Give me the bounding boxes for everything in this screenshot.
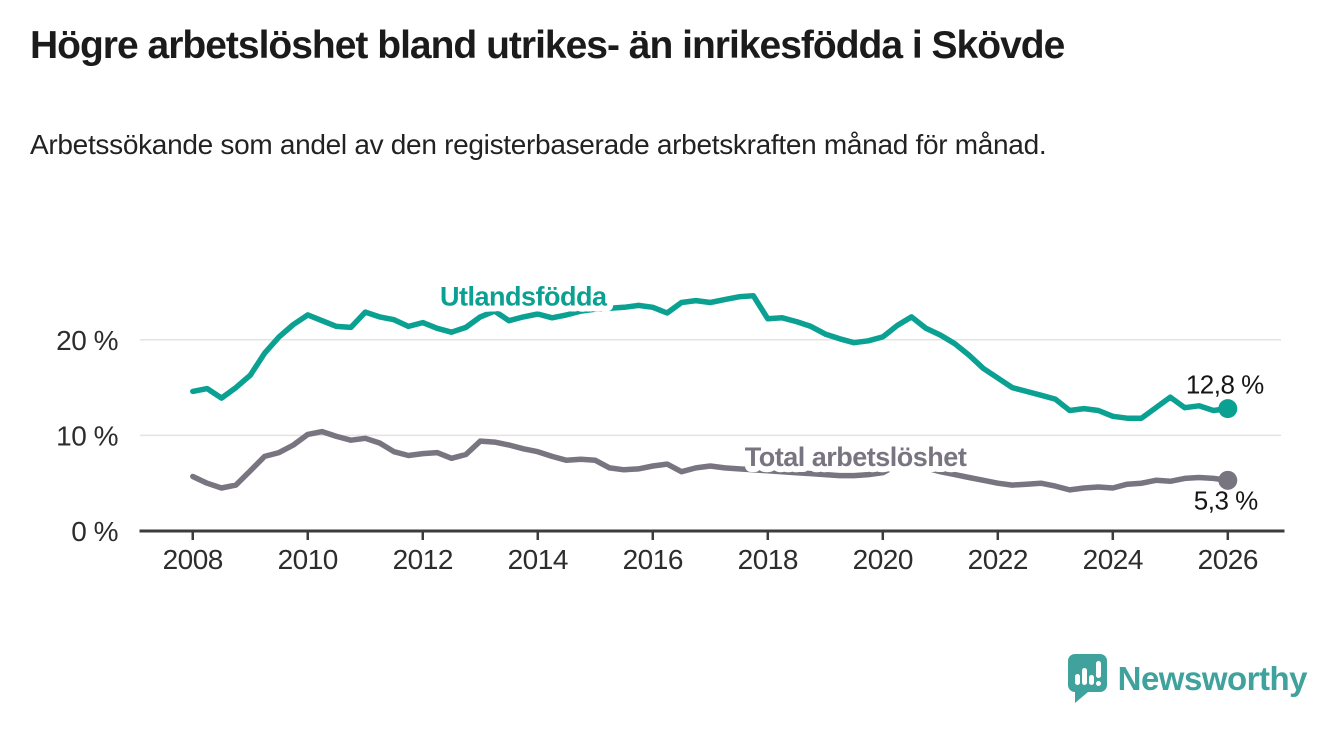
series-label-total: Total arbetslöshet bbox=[745, 442, 967, 472]
end-point-dot-total bbox=[1218, 470, 1238, 490]
x-axis-tick-label: 2020 bbox=[853, 544, 913, 575]
y-axis-tick-label: 20 % bbox=[56, 325, 118, 356]
x-axis-tick-label: 2012 bbox=[393, 544, 453, 575]
x-axis-tick-label: 2018 bbox=[738, 544, 798, 575]
x-axis-tick-label: 2016 bbox=[623, 544, 683, 575]
x-axis-tick-label: 2014 bbox=[508, 544, 568, 575]
series-line-total bbox=[190, 428, 1231, 493]
chart-subtitle: Arbetssökande som andel av den registerb… bbox=[30, 129, 1047, 160]
x-axis-tick-label: 2022 bbox=[968, 544, 1028, 575]
x-axis-tick-label: 2026 bbox=[1198, 544, 1258, 575]
y-axis-tick-label: 10 % bbox=[56, 420, 118, 451]
end-value-label-utlandsfodda: 12,8 % bbox=[1186, 370, 1264, 400]
end-point-dot-utlandsfodda bbox=[1218, 399, 1238, 419]
newsworthy-chart-bubble-icon bbox=[1067, 654, 1107, 703]
x-axis-tick-label: 2010 bbox=[278, 544, 338, 575]
newsworthy-logo[interactable]: Newsworthy bbox=[1067, 654, 1308, 704]
series-label-utlandsfodda: Utlandsfödda bbox=[440, 281, 608, 311]
newsworthy-wordmark: Newsworthy bbox=[1117, 660, 1308, 697]
x-axis-tick-label: 2024 bbox=[1083, 544, 1143, 575]
x-axis-tick-label: 2008 bbox=[163, 544, 223, 575]
y-axis-tick-label: 0 % bbox=[71, 516, 118, 547]
page-title: Högre arbetslöshet bland utrikes- än inr… bbox=[30, 24, 1065, 67]
series-line-utlandsfodda bbox=[190, 293, 1231, 421]
end-value-label-total: 5,3 % bbox=[1194, 485, 1258, 515]
unemployment-line-chart: 0 % 10 % 20 % 2008 2010 2012 2014 2016 2018 2020 2… bbox=[56, 275, 1285, 575]
